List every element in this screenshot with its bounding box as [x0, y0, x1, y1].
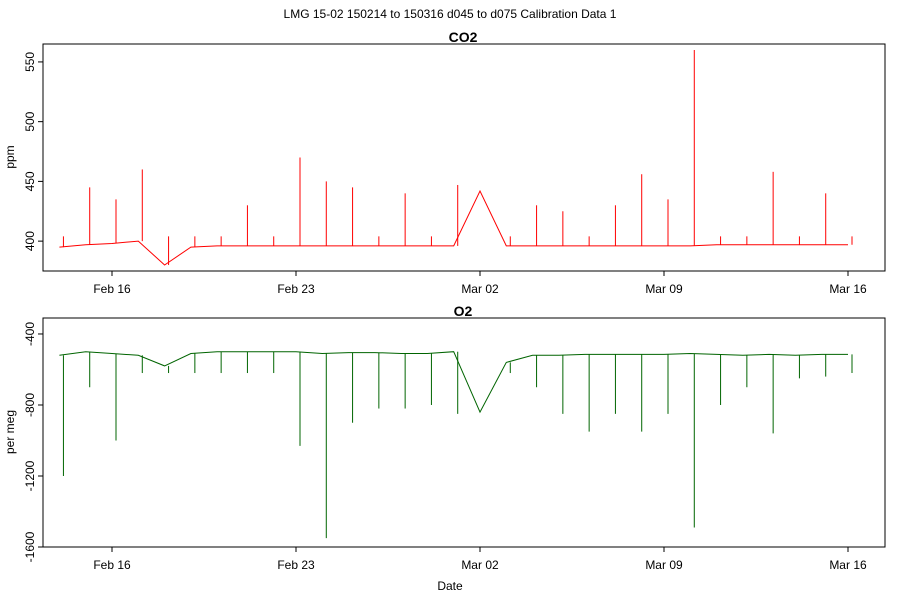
o2-plot-frame — [42, 317, 886, 548]
o2-panel: O2 per meg -400-800-1200-1600 Feb 16 Feb … — [3, 303, 886, 572]
x-tick-label: Feb 16 — [93, 282, 131, 296]
o2-title: O2 — [454, 303, 473, 319]
series-line — [59, 351, 848, 414]
y-tick-label: 500 — [23, 111, 37, 131]
x-axis-label: Date — [437, 579, 463, 593]
x-tick-label: Mar 02 — [461, 282, 499, 296]
co2-series — [59, 49, 853, 266]
y-tick-label: 400 — [23, 231, 37, 251]
co2-plot-frame — [42, 43, 886, 272]
x-tick-label: Mar 02 — [461, 558, 499, 572]
co2-ylabel: ppm — [3, 145, 17, 168]
figure-suptitle: LMG 15-02 150214 to 150316 d045 to d075 … — [284, 7, 617, 21]
y-tick-label: -1600 — [23, 531, 37, 562]
x-tick-label: Mar 09 — [645, 282, 683, 296]
o2-x-axis: Feb 16 Feb 23 Mar 02 Mar 09 Mar 16 — [93, 547, 867, 572]
co2-title: CO2 — [449, 29, 478, 45]
series-line — [59, 189, 848, 266]
y-tick-label: -800 — [23, 393, 37, 417]
y-tick-label: 450 — [23, 171, 37, 191]
x-tick-label: Feb 16 — [93, 558, 131, 572]
y-tick-label: -1200 — [23, 460, 37, 491]
x-tick-label: Feb 23 — [277, 282, 315, 296]
co2-y-axis: 400 450 500 550 — [23, 52, 43, 251]
o2-series — [59, 351, 853, 539]
x-tick-label: Mar 16 — [829, 282, 867, 296]
y-tick-label: 550 — [23, 52, 37, 72]
o2-ylabel: per meg — [3, 410, 17, 454]
x-tick-label: Mar 16 — [829, 558, 867, 572]
co2-panel: CO2 ppm 400 450 500 550 Feb 16 Feb 23 Mar 02 M… — [3, 29, 886, 296]
x-tick-label: Mar 09 — [645, 558, 683, 572]
o2-y-axis: -400 -800 -1200 -1600 — [23, 322, 43, 562]
co2-x-axis: Feb 16 Feb 23 Mar 02 Mar 09 Mar 16 — [93, 271, 867, 296]
x-tick-label: Feb 23 — [277, 558, 315, 572]
y-tick-label: -400 — [23, 322, 37, 346]
